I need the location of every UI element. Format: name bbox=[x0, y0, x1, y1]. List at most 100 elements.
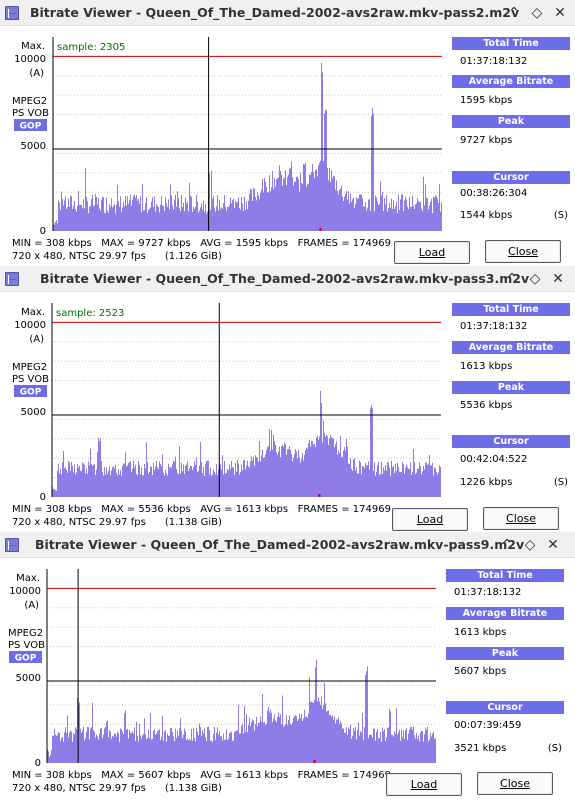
cursor-bitrate-value: 1226 kbps bbox=[460, 477, 513, 488]
average-bitrate-value: 1613 kbps bbox=[460, 361, 513, 372]
cursor-scale-label: (S) bbox=[553, 477, 568, 488]
sample-label: sample: 2523 bbox=[56, 308, 124, 319]
format-label-mpeg2: MPEG2 bbox=[12, 362, 47, 373]
cursor-scale-label: (S) bbox=[553, 210, 568, 221]
gop-badge-label: GOP bbox=[15, 654, 37, 664]
load-button-label: Load bbox=[410, 778, 438, 791]
peak-header: Peak bbox=[452, 381, 570, 394]
average-bitrate-header: Average Bitrate bbox=[452, 341, 570, 354]
y-axis-max-label: 10000 bbox=[9, 586, 41, 597]
total-time-value: 01:37:18:132 bbox=[454, 587, 522, 598]
load-button[interactable]: Load bbox=[392, 508, 468, 531]
gop-badge[interactable] bbox=[14, 119, 47, 131]
unit-label: (A) bbox=[29, 68, 44, 79]
bitrate-viewer-window-2: Bitrate Viewer - Queen_Of_The_Damed-2002… bbox=[0, 266, 575, 533]
format-label-ps-vob: PS VOB bbox=[12, 108, 49, 119]
close-window-icon[interactable]: ✕ bbox=[547, 537, 559, 553]
bitrate-viewer-window-3: Bitrate Viewer - Queen_Of_The_Damed-2002… bbox=[0, 532, 575, 799]
window-title: Bitrate Viewer - Queen_Of_The_Damed-2002… bbox=[35, 537, 525, 552]
peak-position-marker bbox=[313, 760, 316, 763]
peak-position-marker bbox=[318, 494, 321, 497]
format-label-mpeg2: MPEG2 bbox=[8, 628, 43, 639]
close-button[interactable]: Close bbox=[483, 507, 559, 530]
bitrate-graph[interactable]: Max. 10000 (A) MPEG2 PS VOB GOP 5000 0 s… bbox=[0, 26, 450, 234]
close-window-icon[interactable]: ✕ bbox=[552, 271, 564, 287]
close-button-label: Close bbox=[508, 245, 538, 258]
y-axis-min-label: 0 bbox=[40, 492, 46, 500]
cursor-bitrate-value: 1544 kbps bbox=[460, 210, 513, 221]
sample-label: sample: 2305 bbox=[57, 42, 125, 53]
cursor-time-value: 00:38:26:304 bbox=[460, 188, 528, 199]
peak-value: 5536 kbps bbox=[460, 400, 513, 411]
gop-badge-label: GOP bbox=[20, 388, 42, 398]
close-button[interactable]: Close bbox=[477, 772, 553, 795]
window-title: Bitrate Viewer - Queen_Of_The_Damed-2002… bbox=[30, 5, 520, 20]
close-window-icon[interactable]: ✕ bbox=[554, 5, 566, 21]
peak-header: Peak bbox=[446, 647, 564, 660]
average-bitrate-value: 1595 kbps bbox=[460, 95, 513, 106]
bitrate-graph[interactable]: Max. 10000 (A) MPEG2 PS VOB GOP 5000 0 bbox=[0, 558, 450, 766]
peak-header: Peak bbox=[452, 115, 570, 128]
load-button[interactable]: Load bbox=[394, 241, 470, 264]
bitrate-viewer-window-1: Bitrate Viewer - Queen_Of_The_Damed-2002… bbox=[0, 0, 575, 267]
y-axis-max-label: 10000 bbox=[14, 54, 46, 65]
cursor-scale-label: (S) bbox=[547, 743, 562, 754]
close-button[interactable]: Close bbox=[485, 240, 561, 263]
cursor-header: Cursor bbox=[452, 171, 570, 184]
maximize-icon[interactable]: ◇ bbox=[529, 271, 541, 287]
cursor-bitrate-value: 3521 kbps bbox=[454, 743, 507, 754]
gop-badge[interactable] bbox=[9, 651, 42, 663]
y-axis-min-label: 0 bbox=[40, 226, 46, 234]
y-axis-mid-label: 5000 bbox=[16, 673, 41, 684]
peak-position-marker bbox=[319, 228, 322, 231]
bitrate-viewer-app-icon bbox=[5, 272, 19, 286]
close-button-label: Close bbox=[506, 512, 536, 525]
average-bitrate-header: Average Bitrate bbox=[452, 75, 570, 88]
format-label-ps-vob: PS VOB bbox=[12, 374, 49, 385]
total-time-value: 01:37:18:132 bbox=[460, 321, 528, 332]
gop-badge-label: GOP bbox=[20, 122, 42, 132]
format-line: 720 x 480, NTSC 29.97 fps (1.126 GiB) bbox=[12, 251, 222, 262]
title-bar[interactable]: Bitrate Viewer - Queen_Of_The_Damed-2002… bbox=[0, 266, 575, 292]
bitrate-graph[interactable]: Max. 10000 (A) MPEG2 PS VOB GOP 5000 0 s… bbox=[0, 292, 450, 500]
window-title: Bitrate Viewer - Queen_Of_The_Damed-2002… bbox=[40, 271, 530, 286]
cursor-header: Cursor bbox=[452, 435, 570, 448]
max-label: Max. bbox=[16, 573, 40, 584]
unit-label: (A) bbox=[29, 334, 44, 345]
y-axis-mid-label: 5000 bbox=[21, 141, 46, 152]
cursor-header: Cursor bbox=[446, 701, 564, 714]
maximize-icon[interactable]: ◇ bbox=[524, 537, 536, 553]
y-axis-mid-label: 5000 bbox=[21, 407, 46, 418]
title-bar[interactable]: Bitrate Viewer - Queen_Of_The_Damed-2002… bbox=[0, 532, 575, 558]
average-bitrate-value: 1613 kbps bbox=[454, 627, 507, 638]
peak-value: 9727 kbps bbox=[460, 135, 513, 146]
title-bar[interactable]: Bitrate Viewer - Queen_Of_The_Damed-2002… bbox=[0, 0, 575, 26]
minimize-icon[interactable]: ⌃ bbox=[508, 5, 520, 21]
minimize-icon[interactable]: ⌃ bbox=[501, 537, 513, 553]
bitrate-viewer-app-icon bbox=[5, 6, 19, 20]
load-button-label: Load bbox=[416, 513, 444, 526]
max-label: Max. bbox=[21, 307, 45, 318]
stats-line: MIN = 308 kbps MAX = 5607 kbps AVG = 161… bbox=[12, 770, 391, 781]
max-label: Max. bbox=[21, 41, 45, 52]
format-label-ps-vob: PS VOB bbox=[8, 640, 45, 651]
cursor-time-value: 00:07:39:459 bbox=[454, 720, 522, 731]
bitrate-viewer-app-icon bbox=[5, 538, 19, 552]
cursor-time-value: 00:42:04:522 bbox=[460, 454, 528, 465]
total-time-header: Total Time bbox=[452, 37, 570, 50]
maximize-icon[interactable]: ◇ bbox=[531, 5, 543, 21]
unit-label: (A) bbox=[24, 600, 39, 611]
load-button-label: Load bbox=[418, 246, 446, 259]
load-button[interactable]: Load bbox=[386, 773, 462, 796]
peak-value: 5607 kbps bbox=[454, 666, 507, 677]
stats-line: MIN = 308 kbps MAX = 5536 kbps AVG = 161… bbox=[12, 504, 391, 515]
average-bitrate-header: Average Bitrate bbox=[446, 607, 564, 620]
y-axis-max-label: 10000 bbox=[14, 320, 46, 331]
minimize-icon[interactable]: ⌃ bbox=[506, 271, 518, 287]
total-time-header: Total Time bbox=[452, 303, 570, 316]
stats-line: MIN = 308 kbps MAX = 9727 kbps AVG = 159… bbox=[12, 238, 391, 249]
total-time-header: Total Time bbox=[446, 569, 564, 582]
format-line: 720 x 480, NTSC 29.97 fps (1.138 GiB) bbox=[12, 517, 222, 528]
gop-badge[interactable] bbox=[14, 385, 47, 397]
y-axis-min-label: 0 bbox=[35, 758, 41, 766]
